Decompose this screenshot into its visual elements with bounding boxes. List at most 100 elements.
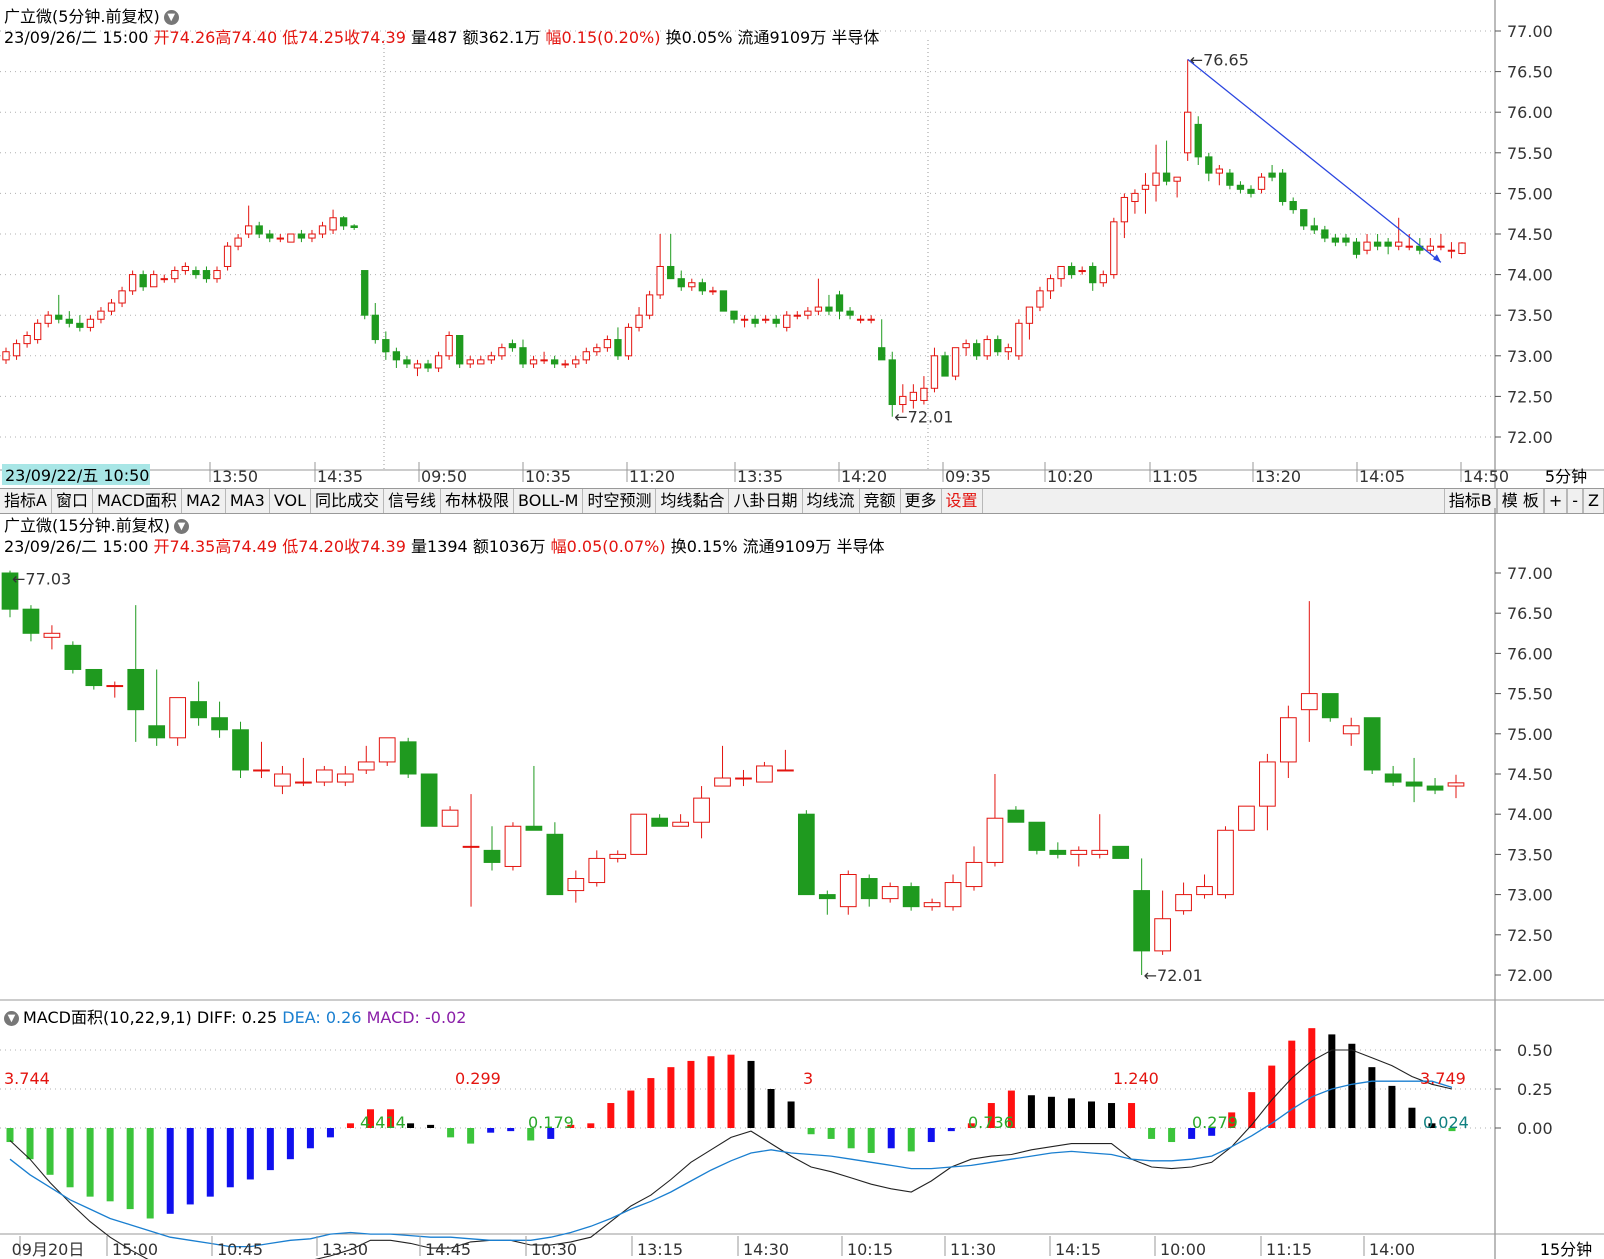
y-tick-label: 77.00 bbox=[1507, 22, 1553, 41]
toolbar-item[interactable]: VOL bbox=[270, 489, 311, 513]
candle-body bbox=[371, 314, 379, 341]
x-tick-label: 10:20 bbox=[1047, 467, 1093, 486]
chevron-down-icon[interactable]: ▼ bbox=[173, 519, 189, 534]
toolbar-item[interactable]: 八卦日期 bbox=[729, 489, 803, 513]
indicator-toolbar: 指标A 窗口 MACD面积 MA2 MA3 VOL 同比成交 信号线 布林极限 BOLL-M 时空预… bbox=[0, 488, 1604, 514]
toolbar-right-item[interactable]: - bbox=[1567, 489, 1584, 513]
macd-annotation-red: 1.240 bbox=[1113, 1069, 1159, 1088]
top-candlestick-chart[interactable]: 77.00 76.50 76.00 75.50 75.00 74.50 74.00 73.50… bbox=[0, 0, 1604, 488]
candle-body bbox=[350, 225, 358, 229]
toolbar-item[interactable]: BOLL-M bbox=[514, 489, 584, 513]
candle-body bbox=[881, 886, 899, 900]
toolbar-right-item[interactable]: + bbox=[1543, 489, 1568, 513]
x-tick-label: 11:15 bbox=[1266, 1240, 1312, 1259]
candle-body bbox=[656, 265, 664, 296]
candle-body bbox=[561, 363, 569, 366]
candle-body bbox=[944, 882, 962, 908]
macd-value: MACD: -0.02 bbox=[366, 1008, 467, 1027]
macd-bar bbox=[467, 1128, 475, 1144]
macd-bar bbox=[166, 1128, 174, 1214]
toolbar-item[interactable]: 布林极限 bbox=[441, 489, 515, 513]
candle-body bbox=[266, 233, 274, 239]
candle-body bbox=[756, 765, 773, 783]
toolbar-right-item[interactable]: 指标B bbox=[1443, 489, 1497, 513]
candle-body bbox=[382, 339, 390, 353]
toolbar-item[interactable]: 信号线 bbox=[384, 489, 442, 513]
macd-bar bbox=[847, 1128, 855, 1149]
chevron-down-icon[interactable]: ▼ bbox=[163, 10, 179, 25]
candle-body bbox=[202, 270, 211, 280]
x-tick-label: 14:35 bbox=[317, 467, 363, 486]
candle-body bbox=[986, 817, 1004, 863]
toolbar-item[interactable]: 设置 bbox=[942, 489, 983, 513]
toolbar-item[interactable]: 同比成交 bbox=[311, 489, 384, 513]
candle-body bbox=[361, 270, 369, 316]
candle-body bbox=[139, 274, 147, 288]
candle-body bbox=[245, 225, 253, 235]
candle-body bbox=[487, 355, 495, 361]
macd-bar bbox=[787, 1101, 795, 1128]
candle-body bbox=[420, 773, 438, 827]
candle-body bbox=[1236, 184, 1245, 190]
cursor-date-box bbox=[2, 464, 150, 485]
candle-body bbox=[688, 282, 696, 288]
macd-bar bbox=[1368, 1067, 1376, 1128]
macd-bar bbox=[927, 1128, 935, 1143]
mid-candlestick-chart[interactable]: 77.00 76.50 76.00 75.50 75.00 74.50 74.00 73.50… bbox=[0, 508, 1604, 1002]
candle-body bbox=[1091, 849, 1109, 855]
info-datetime: 23/09/26/二 15:00 bbox=[4, 28, 149, 47]
toolbar-item[interactable]: 均线黏合 bbox=[656, 489, 730, 513]
toolbar-item[interactable]: 时空预测 bbox=[583, 489, 657, 513]
candle-body bbox=[804, 310, 812, 316]
toolbar-item[interactable]: 竞额 bbox=[860, 489, 901, 513]
toolbar-item[interactable]: 更多 bbox=[901, 489, 942, 513]
candle-body bbox=[445, 335, 453, 357]
macd-bar bbox=[527, 1128, 535, 1141]
y-tick-label: 76.50 bbox=[1507, 604, 1553, 623]
macd-bar bbox=[106, 1128, 114, 1202]
candle-body bbox=[339, 217, 348, 227]
candle-body bbox=[1363, 717, 1381, 771]
macd-bar bbox=[1208, 1128, 1216, 1136]
toolbar-item[interactable]: MA3 bbox=[226, 489, 270, 513]
candle-body bbox=[1342, 725, 1360, 735]
toolbar-item[interactable]: 均线流 bbox=[803, 489, 860, 513]
candle-body bbox=[930, 355, 939, 389]
candle-body bbox=[86, 318, 95, 328]
candle-body bbox=[693, 797, 710, 823]
candle-body bbox=[211, 717, 228, 731]
info-change: 幅0.05(0.07%) bbox=[550, 537, 666, 556]
macd-bar bbox=[547, 1128, 555, 1139]
x-tick-label: 14:30 bbox=[743, 1240, 789, 1259]
toolbar-right-item[interactable]: 模 板 bbox=[1496, 489, 1544, 513]
candle-body bbox=[709, 290, 717, 293]
macd-bar bbox=[1067, 1098, 1075, 1128]
macd-chart[interactable]: 0.50 0.25 0.00 3.744 0.299 3 1.240 3.749 4.414 0.… bbox=[0, 1002, 1604, 1259]
candle-body bbox=[118, 290, 126, 304]
candle-body bbox=[274, 773, 291, 787]
candle-body bbox=[546, 833, 564, 896]
candle-body bbox=[1331, 237, 1340, 243]
toolbar-item[interactable]: 指标A bbox=[0, 489, 52, 513]
x-tick-label: 14:50 bbox=[1463, 467, 1509, 486]
candle-body bbox=[529, 359, 538, 365]
toolbar-item[interactable]: 窗口 bbox=[52, 489, 93, 513]
toolbar-item[interactable]: MACD面积 bbox=[93, 489, 182, 513]
toolbar-item[interactable]: MA2 bbox=[182, 489, 226, 513]
candle-body bbox=[148, 725, 166, 739]
y-tick-label: 77.00 bbox=[1507, 564, 1553, 583]
candle-body bbox=[856, 318, 865, 321]
candle-body bbox=[44, 314, 52, 324]
candle-body bbox=[698, 282, 707, 292]
candle-body bbox=[107, 302, 116, 312]
macd-bar bbox=[427, 1124, 435, 1128]
macd-bar bbox=[46, 1128, 54, 1175]
candle-body bbox=[1395, 241, 1403, 247]
candle-body bbox=[1089, 265, 1097, 284]
macd-bar bbox=[226, 1128, 234, 1188]
candle-body bbox=[65, 318, 73, 324]
macd-bar bbox=[1148, 1128, 1156, 1139]
x-tick-label: 11:30 bbox=[950, 1240, 996, 1259]
chevron-down-icon[interactable]: ▼ bbox=[4, 1011, 19, 1026]
candle-body bbox=[835, 294, 844, 312]
